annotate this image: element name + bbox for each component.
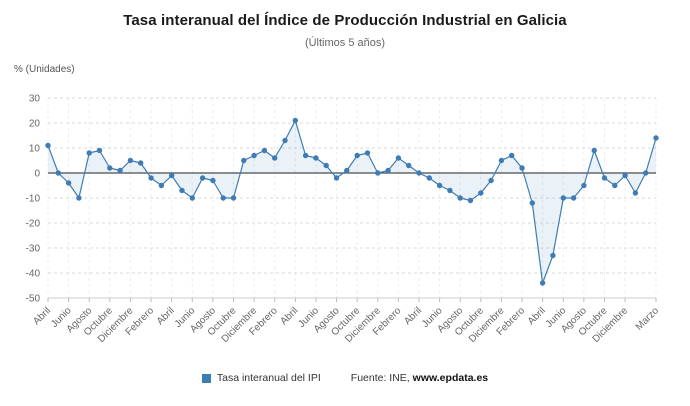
y-tick-label: 0 (34, 169, 40, 180)
y-tick-label: -20 (26, 219, 41, 230)
data-point-marker[interactable] (385, 167, 391, 174)
source-text: Fuente: INE, www.epdata.es (351, 372, 488, 384)
data-point-marker[interactable] (406, 162, 412, 169)
data-point-marker[interactable] (591, 147, 597, 154)
data-point-marker[interactable] (416, 170, 422, 176)
data-point-marker[interactable] (643, 170, 649, 176)
data-point-marker[interactable] (138, 160, 144, 166)
data-point-marker[interactable] (467, 197, 474, 204)
series-line (47, 119, 657, 284)
y-tick-label: -30 (26, 244, 41, 255)
legend: Tasa interanual del IPI Fuente: INE, www… (0, 372, 690, 384)
data-point-marker[interactable] (65, 180, 72, 186)
data-point-marker[interactable] (529, 200, 535, 206)
data-point-marker[interactable] (570, 195, 577, 201)
data-point-marker[interactable] (498, 157, 505, 164)
data-point-marker[interactable] (539, 280, 546, 286)
data-point-marker[interactable] (436, 182, 443, 189)
y-tick-label: 20 (29, 119, 41, 130)
data-point-marker[interactable] (364, 150, 371, 156)
data-point-marker[interactable] (45, 142, 51, 149)
y-tick-label: -10 (26, 194, 41, 205)
source-site[interactable]: www.epdata.es (412, 372, 489, 384)
y-tick-label: -40 (26, 269, 41, 280)
data-point-marker[interactable] (220, 195, 226, 201)
data-point-marker[interactable] (457, 195, 463, 201)
data-point-marker[interactable] (189, 195, 195, 201)
data-point-marker[interactable] (560, 195, 566, 201)
data-point-marker[interactable] (395, 155, 402, 161)
data-point-marker[interactable] (210, 177, 216, 184)
legend-marker-icon (201, 373, 211, 383)
data-point-marker[interactable] (581, 182, 587, 189)
data-point-marker[interactable] (107, 165, 113, 171)
y-axis-unit-label: % (Unidades) (14, 64, 75, 75)
data-point-marker[interactable] (230, 195, 237, 201)
data-point-marker[interactable] (169, 172, 175, 179)
data-point-marker[interactable] (354, 152, 360, 159)
data-point-marker[interactable] (323, 162, 329, 169)
data-point-marker[interactable] (158, 182, 165, 189)
data-point-marker[interactable] (148, 175, 154, 181)
data-point-marker[interactable] (632, 190, 639, 196)
data-point-marker[interactable] (488, 177, 494, 184)
y-tick-label: -50 (26, 294, 41, 305)
data-point-marker[interactable] (241, 157, 247, 164)
area-fill (48, 120, 656, 283)
data-point-marker[interactable] (653, 135, 659, 141)
legend-label: Tasa interanual del IPI (216, 372, 321, 384)
data-point-marker[interactable] (622, 172, 628, 179)
data-point-marker[interactable] (251, 152, 257, 159)
data-point-marker[interactable] (272, 155, 278, 161)
data-point-marker[interactable] (601, 175, 608, 181)
data-point-marker[interactable] (261, 147, 268, 154)
data-point-marker[interactable] (282, 137, 288, 144)
data-point-marker[interactable] (313, 155, 319, 161)
data-point-marker[interactable] (344, 167, 350, 174)
chart-title: Tasa interanual del Índice de Producción… (123, 12, 567, 29)
data-point-marker[interactable] (426, 175, 432, 181)
y-tick-label: 10 (29, 144, 41, 155)
y-tick-label: 30 (29, 94, 41, 105)
data-point-marker[interactable] (333, 175, 340, 181)
source-prefix: Fuente: INE, (350, 372, 410, 384)
data-point-marker[interactable] (302, 152, 309, 159)
data-point-marker[interactable] (447, 187, 453, 194)
data-point-marker[interactable] (199, 175, 206, 181)
data-point-marker[interactable] (478, 190, 484, 196)
data-point-marker[interactable] (76, 195, 82, 201)
data-point-marker[interactable] (127, 157, 134, 164)
data-point-marker[interactable] (179, 187, 185, 194)
chart-canvas: AbrilJunioAgostoOctubreDiciembreFebreroA… (26, 94, 662, 345)
data-point-marker[interactable] (117, 167, 123, 174)
data-point-marker[interactable] (96, 147, 103, 154)
legend-item-ipi[interactable]: Tasa interanual del IPI (201, 372, 321, 384)
data-point-marker[interactable] (55, 170, 61, 176)
data-point-marker[interactable] (612, 182, 618, 189)
data-point-marker[interactable] (519, 165, 525, 171)
data-point-marker[interactable] (86, 150, 92, 156)
data-point-marker[interactable] (292, 117, 298, 124)
data-point-marker[interactable] (509, 152, 515, 159)
data-point-marker[interactable] (375, 170, 381, 176)
x-tick-label: Marzo (634, 305, 662, 333)
chart-subtitle: (Últimos 5 años) (304, 37, 386, 49)
data-point-marker[interactable] (550, 252, 556, 259)
